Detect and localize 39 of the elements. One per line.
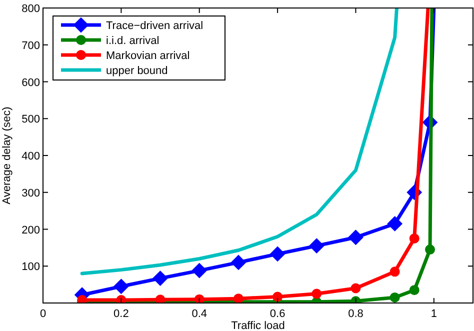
point [409, 285, 420, 296]
legend-label: Trace−driven arrival [106, 20, 204, 32]
point [312, 288, 322, 299]
y-axis-title: Average delay (sec) [1, 106, 13, 204]
point [194, 294, 204, 303]
x-tick-label: 0.6 [270, 308, 286, 320]
point [390, 266, 400, 277]
point [233, 294, 244, 303]
point [114, 278, 129, 294]
point [425, 244, 435, 255]
legend-label: i.i.d. arrival [106, 35, 160, 47]
point [309, 238, 324, 254]
legend-label: Markovian arrival [106, 50, 190, 62]
y-tick-label: 100 [22, 261, 40, 274]
point [272, 292, 283, 302]
y-tick-label: 500 [22, 114, 40, 126]
x-tick-label: 0.4 [192, 308, 208, 320]
x-tick-label: 1 [430, 308, 437, 320]
x-axis-title: Traffic load [231, 320, 285, 331]
y-tick-label: 800 [22, 3, 40, 15]
y-tick-label: 400 [22, 150, 40, 162]
x-tick-label: 0.2 [114, 308, 129, 320]
y-tick-label: 700 [22, 40, 40, 52]
line-series [80, 8, 399, 276]
point [409, 233, 420, 244]
x-tick-label: 0.8 [348, 308, 364, 320]
point [192, 263, 207, 278]
y-tick-label: 300 [22, 187, 40, 200]
point [350, 283, 361, 294]
point [348, 230, 364, 245]
legend-label: upper bound [106, 65, 168, 77]
point [270, 246, 286, 262]
y-tick-label: 200 [22, 224, 40, 236]
point [230, 254, 246, 270]
point [387, 216, 402, 232]
point [152, 270, 168, 286]
point [390, 292, 400, 302]
x-tick-label: 0 [40, 308, 46, 320]
y-tick-label: 600 [22, 76, 40, 89]
